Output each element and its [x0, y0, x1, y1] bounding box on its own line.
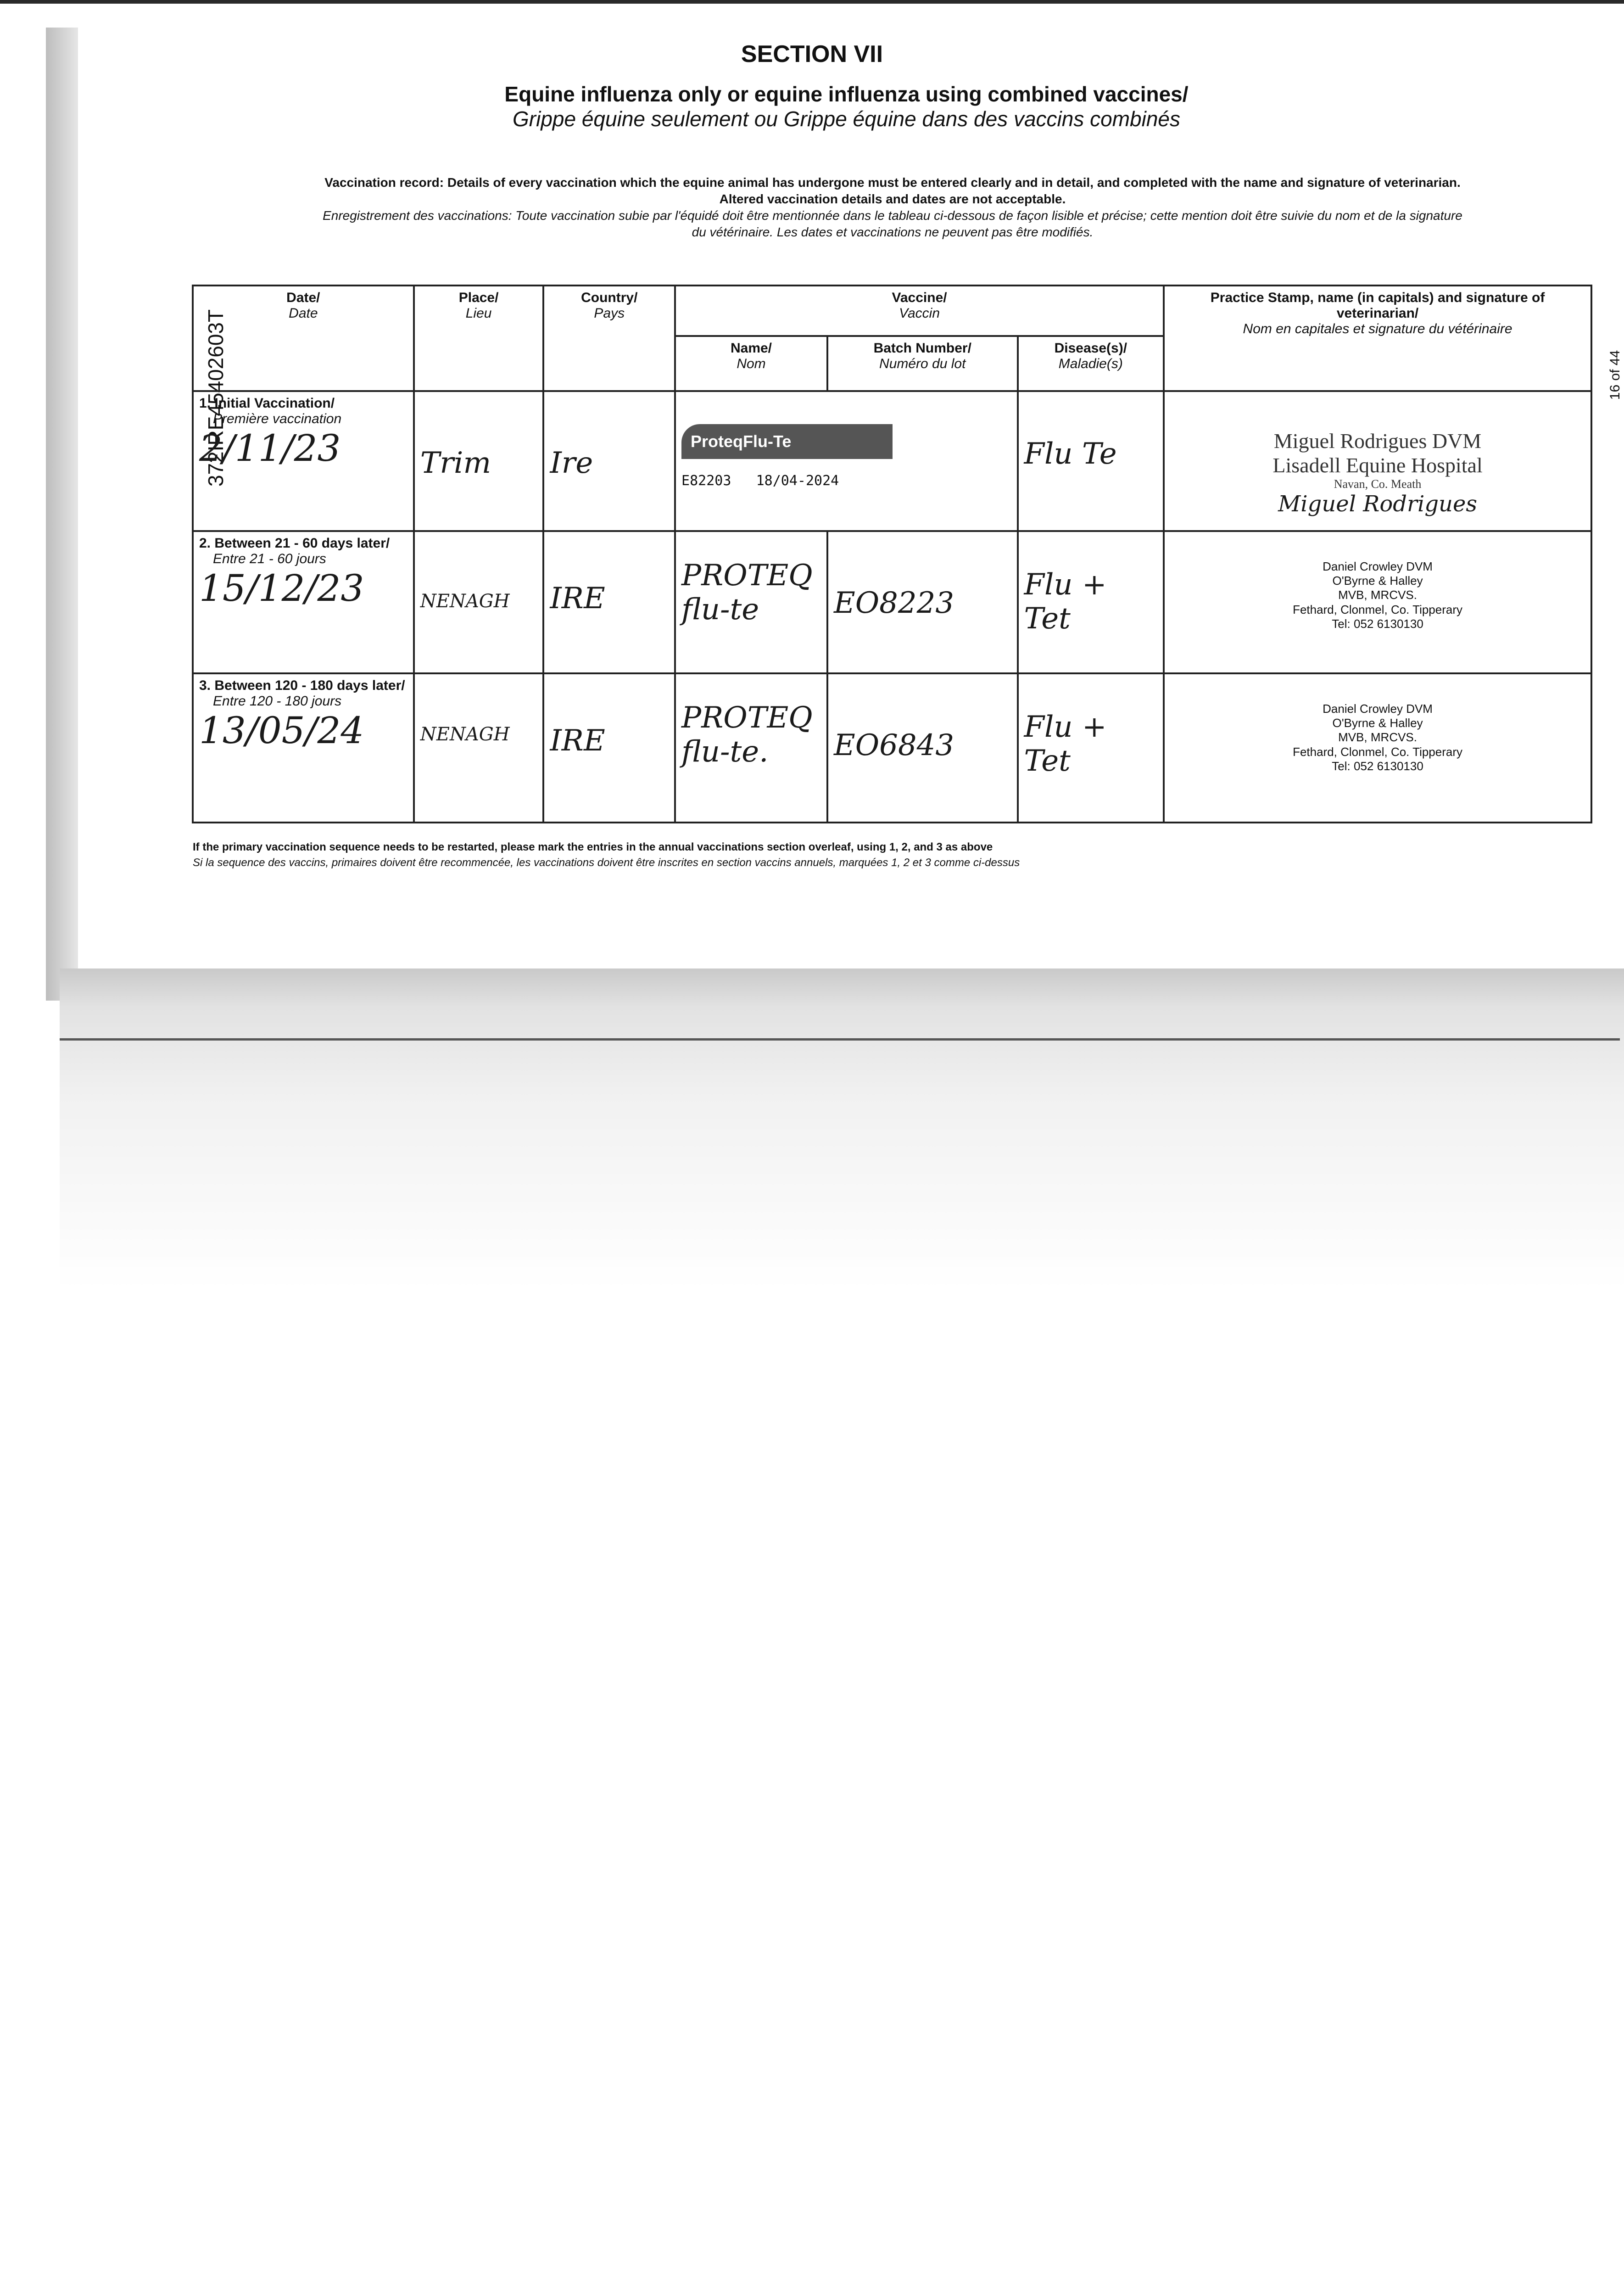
- disease-cell: Flu Te: [1016, 390, 1165, 532]
- title-french: Grippe équine seulement ou Grippe équine…: [513, 107, 1180, 131]
- header-date: Date/Date: [192, 285, 415, 392]
- instructions-en-1: Vaccination record: Details of every vac…: [324, 175, 1461, 190]
- vaccine-sticker-cell: ProteqFlu-Te E82203 18/04-2024: [674, 390, 1019, 532]
- header-country: Country/Pays: [542, 285, 676, 392]
- scan-top-edge: [0, 0, 1624, 4]
- date-cell: 1. Initial Vaccination/Première vaccinat…: [192, 390, 415, 532]
- table-row: 2. Between 21 - 60 days later/Entre 21 -…: [192, 530, 1592, 674]
- header-vaccine: Vaccine/Vaccin: [674, 285, 1165, 337]
- country-cell: Ire: [542, 390, 676, 532]
- date-cell: 2. Between 21 - 60 days later/Entre 21 -…: [192, 530, 415, 674]
- table-row: 3. Between 120 - 180 days later/Entre 12…: [192, 672, 1592, 823]
- page-number: 16 of 44: [1607, 350, 1623, 400]
- batch-cell: EO6843: [826, 672, 1019, 823]
- disease-cell: Flu + Tet: [1016, 530, 1165, 674]
- country-cell: IRE: [542, 530, 676, 674]
- instructions-fr-1: Enregistrement des vaccinations: Toute v…: [323, 208, 1462, 223]
- scan-fold-shadow: [60, 968, 1624, 1290]
- footnote-fr: Si la sequence des vaccins, primaires do…: [193, 856, 1020, 869]
- place-cell: NENAGH: [413, 530, 545, 674]
- date-cell: 3. Between 120 - 180 days later/Entre 12…: [192, 672, 415, 823]
- scan-left-shadow: [46, 28, 78, 1001]
- table-row: 1. Initial Vaccination/Première vaccinat…: [192, 390, 1592, 532]
- section-heading: SECTION VII: [741, 41, 883, 67]
- vaccine-sticker-batch: E82203 18/04-2024: [681, 473, 839, 489]
- place-cell: NENAGH: [413, 672, 545, 823]
- vaccine-sticker: ProteqFlu-Te: [681, 424, 893, 459]
- vaccine-name-cell: PROTEQ flu-te.: [674, 672, 828, 823]
- vaccination-table: Date/Date Place/Lieu Country/Pays Vaccin…: [192, 285, 1592, 823]
- vaccine-name-cell: PROTEQ flu-te: [674, 530, 828, 674]
- batch-cell: EO8223: [826, 530, 1019, 674]
- header-disease: Disease(s)/Maladie(s): [1016, 335, 1165, 392]
- vet-stamp-cell: Daniel Crowley DVM O'Byrne & Halley MVB, M…: [1163, 672, 1592, 823]
- title-english: Equine influenza only or equine influenz…: [504, 82, 1189, 106]
- header-place: Place/Lieu: [413, 285, 545, 392]
- header-batch: Batch Number/Numéro du lot: [826, 335, 1019, 392]
- instructions-en-2: Altered vaccination details and dates ar…: [719, 192, 1066, 206]
- page-edge-line: [60, 1038, 1620, 1041]
- place-cell: Trim: [413, 390, 545, 532]
- footnote-en: If the primary vaccination sequence need…: [193, 841, 993, 853]
- vet-stamp: Daniel Crowley DVM O'Byrne & Halley MVB, M…: [1293, 560, 1463, 631]
- disease-cell: Flu + Tet: [1016, 672, 1165, 823]
- vet-stamp: Daniel Crowley DVM O'Byrne & Halley MVB, M…: [1293, 702, 1463, 773]
- instructions-fr-2: du vétérinaire. Les dates et vaccination…: [692, 225, 1094, 239]
- country-cell: IRE: [542, 672, 676, 823]
- header-vaccine-name: Name/Nom: [674, 335, 828, 392]
- vet-signature: Miguel Rodrigues: [1278, 491, 1477, 517]
- header-vet: Practice Stamp, name (in capitals) and s…: [1163, 285, 1592, 392]
- vet-stamp-cell: Daniel Crowley DVM O'Byrne & Halley MVB, M…: [1163, 530, 1592, 674]
- vet-cell: Miguel Rodrigues DVM Lisadell Equine Hos…: [1163, 390, 1592, 532]
